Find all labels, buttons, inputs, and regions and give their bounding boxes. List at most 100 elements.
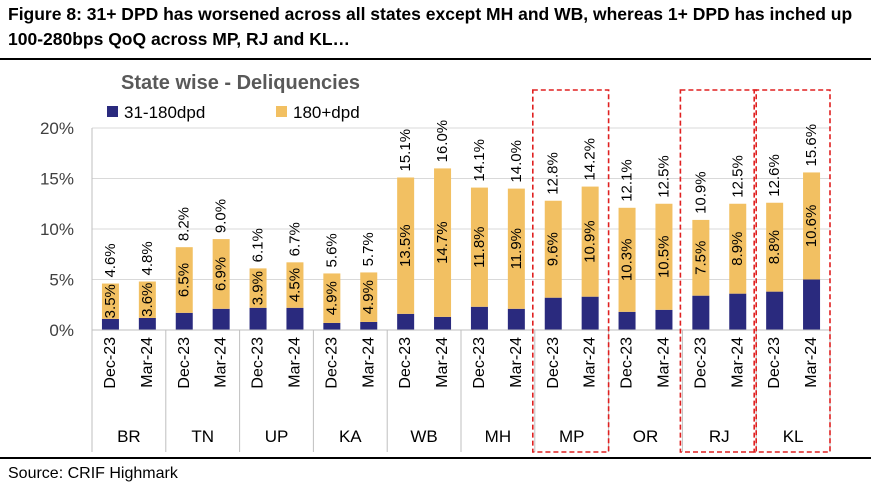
- x-tick-label-dec-23: Dec-23: [766, 337, 783, 389]
- bar-31-180dpd: [212, 308, 230, 330]
- x-tick-label-mar-24: Mar-24: [582, 337, 599, 388]
- segment-value-label: 6.9%: [213, 257, 230, 291]
- figure-title: Figure 8: 31+ DPD has worsened across al…: [8, 4, 853, 49]
- group-label-tn: TN: [191, 427, 214, 446]
- x-tick-label-dec-23: Dec-23: [176, 337, 193, 389]
- bar-31-180dpd: [507, 308, 525, 330]
- bar-180-plus-dpd: [323, 273, 341, 323]
- bar-180-plus-dpd: [618, 207, 636, 312]
- group-label-wb: WB: [410, 427, 437, 446]
- legend-swatch-31-180dpd: [107, 106, 118, 117]
- bar-180-plus-dpd: [692, 219, 710, 296]
- bar-31-180dpd: [175, 312, 193, 330]
- segment-value-label: 7.5%: [692, 241, 709, 275]
- total-value-label: 8.2%: [176, 207, 193, 241]
- x-tick-label-dec-23: Dec-23: [102, 337, 119, 389]
- bar-180-plus-dpd: [581, 186, 599, 297]
- bar-31-180dpd: [470, 306, 488, 330]
- x-tick-label-mar-24: Mar-24: [803, 337, 820, 388]
- top-rule: [0, 58, 871, 60]
- total-value-label: 10.9%: [692, 171, 709, 214]
- x-tick-label-mar-24: Mar-24: [213, 337, 230, 388]
- chart-title: State wise - Deliquencies: [121, 72, 360, 94]
- bar-31-180dpd: [803, 279, 821, 330]
- bar-31-180dpd: [360, 321, 378, 330]
- total-value-label: 15.1%: [397, 129, 414, 172]
- x-tick-label-dec-23: Dec-23: [619, 337, 636, 389]
- bar-180-plus-dpd: [101, 283, 119, 319]
- bar-180-plus-dpd: [803, 172, 821, 280]
- group-label-ka: KA: [339, 427, 362, 446]
- x-tick-label-mar-24: Mar-24: [655, 337, 672, 388]
- total-value-label: 14.0%: [508, 140, 525, 183]
- segment-value-label: 3.5%: [102, 284, 119, 318]
- bar-180-plus-dpd: [655, 203, 673, 310]
- bar-180-plus-dpd: [249, 268, 267, 308]
- y-tick-label: 20%: [40, 119, 74, 138]
- legend-label-180-plus-dpd: 180+dpd: [293, 103, 360, 122]
- bar-31-180dpd: [397, 313, 415, 330]
- x-tick-label-dec-23: Dec-23: [545, 337, 562, 389]
- x-tick-label-dec-23: Dec-23: [323, 337, 340, 389]
- x-tick-label-dec-23: Dec-23: [471, 337, 488, 389]
- y-tick-label: 0%: [49, 321, 74, 340]
- bar-31-180dpd: [286, 307, 304, 330]
- segment-value-label: 3.9%: [250, 271, 267, 305]
- segment-value-label: 8.9%: [729, 232, 746, 266]
- segment-value-label: 4.5%: [286, 268, 303, 302]
- total-value-label: 15.6%: [803, 124, 820, 167]
- x-tick-label-mar-24: Mar-24: [360, 337, 377, 388]
- y-tick-label: 15%: [40, 170, 74, 189]
- legend-swatch-180-plus-dpd: [276, 106, 287, 117]
- bar-180-plus-dpd: [507, 188, 525, 309]
- segment-value-label: 9.6%: [545, 232, 562, 266]
- total-value-label: 16.0%: [434, 120, 451, 163]
- group-label-mh: MH: [485, 427, 511, 446]
- group-label-br: BR: [117, 427, 141, 446]
- x-tick-label-dec-23: Dec-23: [250, 337, 267, 389]
- highlight-box-rj: [679, 89, 758, 453]
- total-value-label: 4.6%: [102, 243, 119, 277]
- bar-31-180dpd: [581, 296, 599, 330]
- x-tick-label-dec-23: Dec-23: [692, 337, 709, 389]
- total-value-label: 4.8%: [139, 241, 156, 275]
- bar-180-plus-dpd: [212, 239, 230, 309]
- segment-value-label: 3.6%: [139, 283, 156, 317]
- total-value-label: 5.7%: [360, 232, 377, 266]
- total-value-label: 12.5%: [655, 155, 672, 198]
- total-value-label: 12.8%: [545, 152, 562, 195]
- group-label-kl: KL: [783, 427, 804, 446]
- total-value-label: 14.1%: [471, 139, 488, 182]
- bar-31-180dpd: [618, 311, 636, 330]
- bottom-rule: [0, 457, 871, 459]
- segment-value-label: 10.6%: [803, 205, 820, 248]
- segment-value-label: 10.3%: [619, 239, 636, 282]
- total-value-label: 12.6%: [766, 154, 783, 197]
- total-value-label: 6.7%: [286, 222, 303, 256]
- bar-31-180dpd: [655, 309, 673, 330]
- total-value-label: 5.6%: [323, 233, 340, 267]
- bar-31-180dpd: [729, 293, 747, 330]
- segment-value-label: 11.9%: [508, 228, 525, 269]
- bar-180-plus-dpd: [360, 272, 378, 322]
- bar-31-180dpd: [766, 291, 784, 330]
- segment-value-label: 8.8%: [766, 230, 783, 264]
- x-tick-label-mar-24: Mar-24: [286, 337, 303, 388]
- segment-value-label: 4.9%: [323, 281, 340, 315]
- segment-value-label: 10.9%: [582, 220, 599, 263]
- x-tick-label-mar-24: Mar-24: [139, 337, 156, 388]
- group-label-mp: MP: [559, 427, 585, 446]
- x-tick-label-dec-23: Dec-23: [397, 337, 414, 389]
- highlight-box-mp: [531, 89, 610, 453]
- bar-180-plus-dpd: [175, 247, 193, 313]
- x-tick-label-mar-24: Mar-24: [729, 337, 746, 388]
- segment-value-label: 4.9%: [360, 280, 377, 314]
- bar-31-180dpd: [434, 316, 452, 330]
- group-label-or: OR: [633, 427, 659, 446]
- bar-180-plus-dpd: [397, 177, 415, 314]
- total-value-label: 12.5%: [729, 155, 746, 198]
- legend-label-31-180dpd: 31-180dpd: [124, 103, 205, 122]
- bar-180-plus-dpd: [544, 200, 562, 298]
- highlight-box-kl: [753, 89, 831, 453]
- bar-31-180dpd: [249, 307, 267, 330]
